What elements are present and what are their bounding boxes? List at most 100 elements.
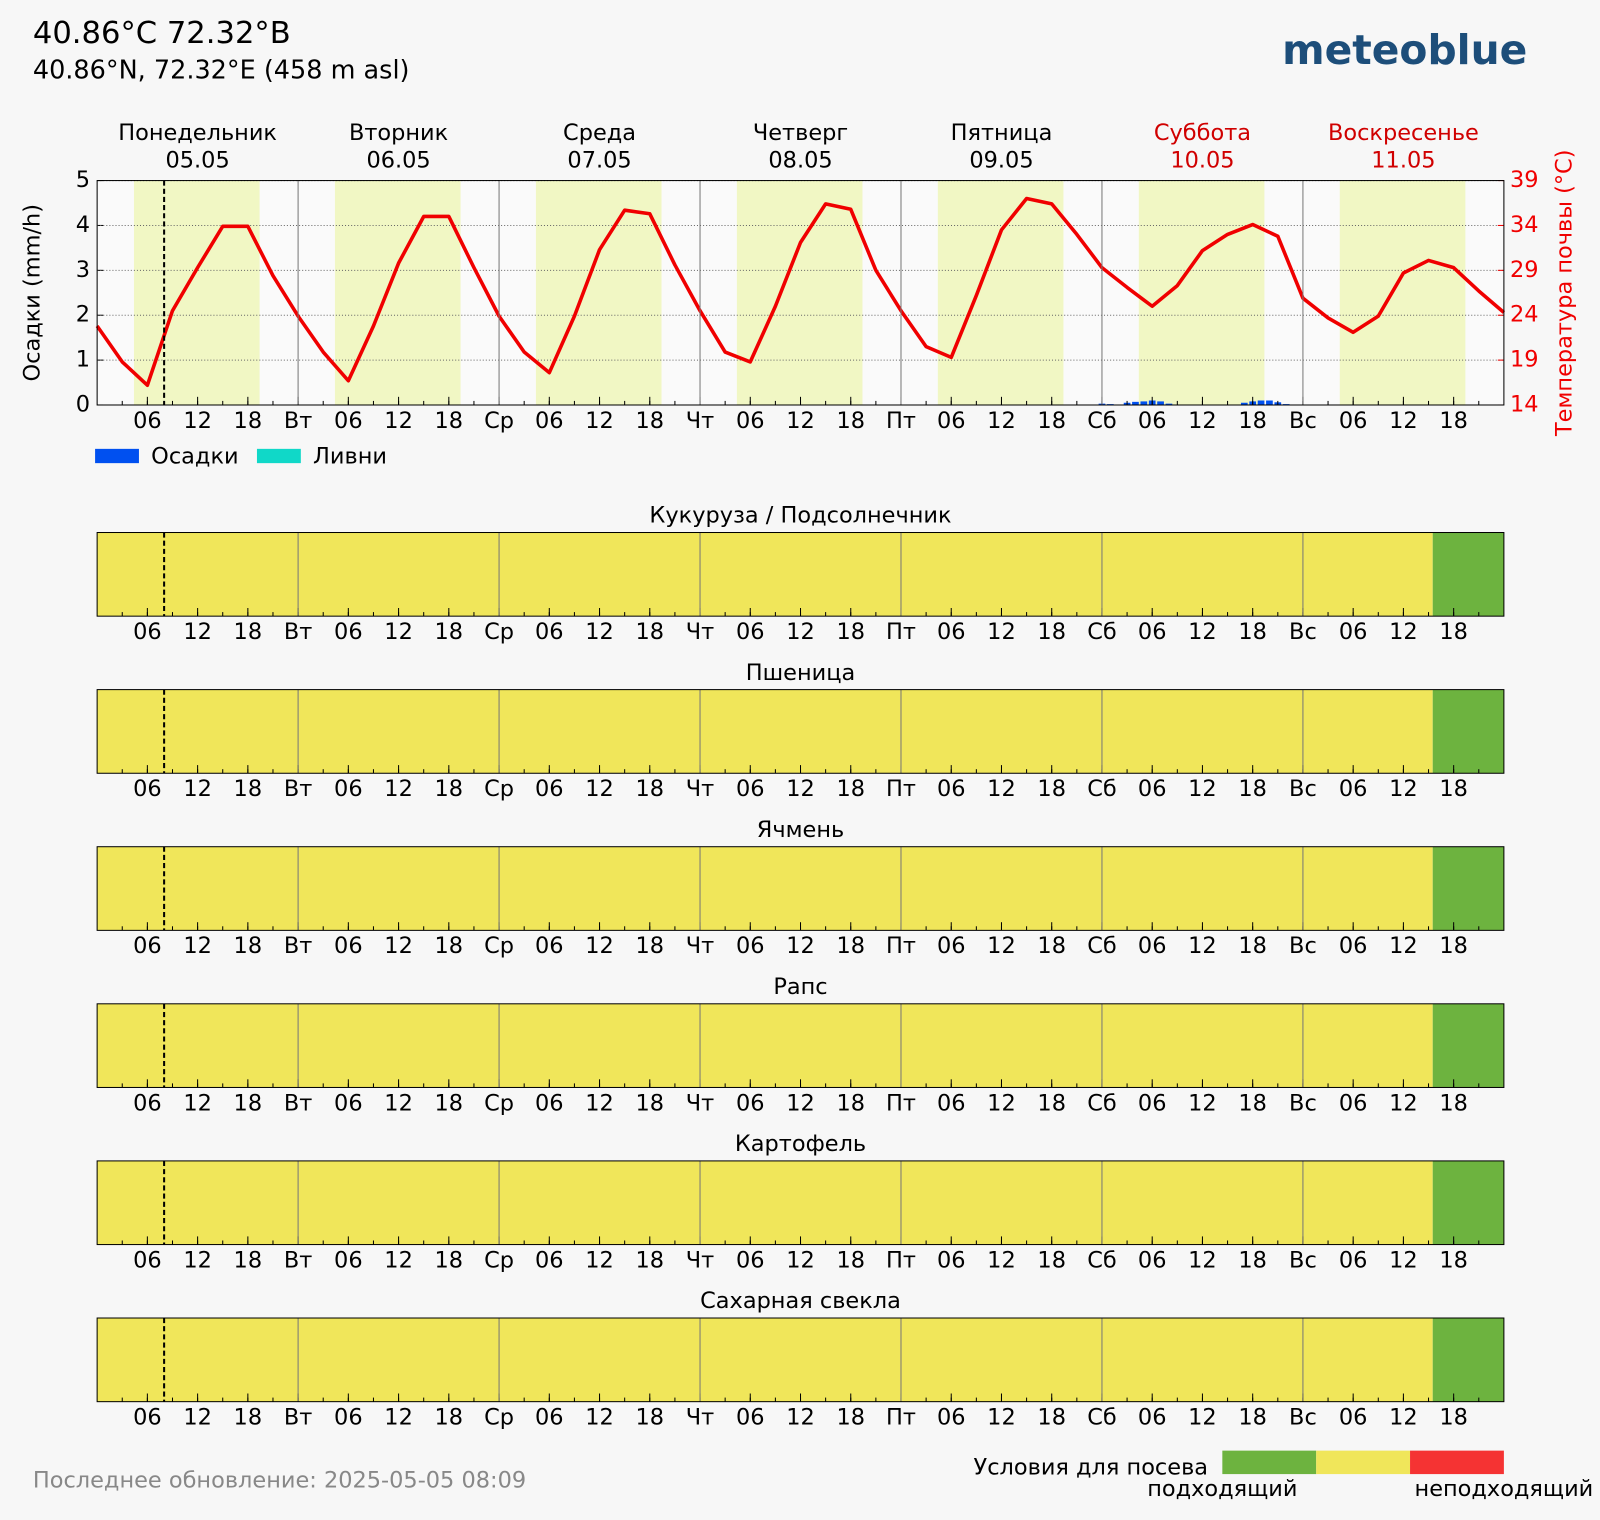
x-tick-label: 06 <box>133 933 162 959</box>
daylight-band <box>1339 180 1466 405</box>
x-tick-label: 18 <box>636 776 665 802</box>
x-tick-label: 18 <box>636 408 665 434</box>
day-date: 11.05 <box>1371 148 1435 174</box>
y2-tick-label: 14 <box>1510 391 1539 417</box>
legend-swatch <box>256 448 301 464</box>
x-tick-label: Вс <box>1289 1247 1317 1273</box>
x-tick-label: 18 <box>1238 776 1267 802</box>
day-date: 06.05 <box>366 148 430 174</box>
y2-tick-label: 39 <box>1510 167 1539 193</box>
x-tick-label: 06 <box>1138 408 1167 434</box>
x-tick-label: 18 <box>836 408 865 434</box>
x-tick-label: 06 <box>937 1404 966 1430</box>
x-tick-label: 12 <box>585 776 614 802</box>
x-tick-label: 18 <box>435 933 464 959</box>
x-tick-label: 06 <box>937 408 966 434</box>
legend-swatch <box>95 448 139 464</box>
x-tick-label: 06 <box>1339 619 1368 645</box>
x-tick-label: 18 <box>234 1247 263 1273</box>
x-tick-label: 12 <box>786 933 815 959</box>
x-tick-label: 06 <box>535 1404 564 1430</box>
x-tick-label: 12 <box>183 776 212 802</box>
x-tick-label: 18 <box>1037 1247 1066 1273</box>
x-tick-label: 06 <box>133 1247 162 1273</box>
frame <box>96 689 1505 774</box>
x-tick-label: Вс <box>1289 619 1317 645</box>
precip-bar <box>1140 401 1148 405</box>
x-tick-label: 18 <box>1037 1090 1066 1116</box>
x-tick-label: 06 <box>133 408 162 434</box>
x-tick-label: Вт <box>284 1404 312 1430</box>
sowing-legend-swatch <box>1222 1450 1317 1475</box>
crop-title: Кукуруза / Подсолнечник <box>649 503 951 529</box>
logo: meteoblue <box>1282 26 1527 74</box>
precip-bar <box>1132 401 1139 405</box>
x-tick-label: 12 <box>987 1247 1016 1273</box>
x-tick-label: 18 <box>1037 619 1066 645</box>
x-tick-label: Ср <box>484 1404 514 1430</box>
x-tick-label: Пт <box>886 1404 916 1430</box>
y-tick-label: 5 <box>76 167 90 193</box>
precip-bar <box>1157 401 1164 405</box>
x-tick-label: 06 <box>736 933 765 959</box>
precip-bar <box>1240 402 1248 405</box>
x-tick-label: 18 <box>1037 1404 1066 1430</box>
x-tick-label: 18 <box>1037 408 1066 434</box>
x-tick-label: Чт <box>686 1090 714 1116</box>
x-tick-label: Сб <box>1087 619 1117 645</box>
x-tick-label: Вт <box>284 933 312 959</box>
day-name: Среда <box>563 120 636 146</box>
x-tick-label: 06 <box>334 776 363 802</box>
x-tick-label: 06 <box>1339 1090 1368 1116</box>
x-tick-label: 06 <box>736 1090 765 1116</box>
frame <box>96 846 1505 931</box>
x-tick-label: 06 <box>334 1247 363 1273</box>
x-tick-label: 06 <box>937 933 966 959</box>
x-tick-label: 18 <box>1439 1404 1468 1430</box>
sowing-segment <box>97 1318 1433 1402</box>
x-tick-label: 18 <box>1238 1090 1267 1116</box>
x-tick-label: 18 <box>636 619 665 645</box>
x-tick-label: 06 <box>736 1404 765 1430</box>
sowing-legend-swatch <box>1316 1450 1411 1475</box>
x-tick-label: 18 <box>1439 776 1468 802</box>
x-tick-label: Чт <box>686 776 714 802</box>
sowing-legend-title: Условия для посева <box>974 1454 1209 1480</box>
x-tick-label: 06 <box>1339 933 1368 959</box>
x-tick-label: 12 <box>384 408 413 434</box>
x-tick-label: 18 <box>836 776 865 802</box>
y2-tick-label: 19 <box>1510 347 1539 373</box>
sowing-legend-label: неподходящий <box>1415 1476 1594 1502</box>
x-tick-label: 18 <box>435 619 464 645</box>
x-tick-label: 18 <box>435 408 464 434</box>
legend-label: Ливни <box>313 444 387 470</box>
x-tick-label: Вс <box>1289 1090 1317 1116</box>
x-tick-label: 12 <box>585 408 614 434</box>
x-tick-label: Пт <box>886 619 916 645</box>
x-tick-label: 06 <box>1339 1404 1368 1430</box>
x-tick-label: 06 <box>736 619 765 645</box>
x-tick-label: 12 <box>987 1404 1016 1430</box>
precip-bar <box>1266 400 1273 405</box>
x-tick-label: 12 <box>1188 933 1217 959</box>
legend-label: Осадки <box>151 444 238 470</box>
sowing-segment <box>97 689 1433 774</box>
y2-tick-label: 34 <box>1510 212 1539 238</box>
x-tick-label: Вт <box>284 1247 312 1273</box>
x-tick-label: Чт <box>686 1404 714 1430</box>
x-tick-label: Ср <box>484 408 514 434</box>
x-tick-label: 12 <box>987 776 1016 802</box>
x-tick-label: 12 <box>1188 776 1217 802</box>
sowing-segment <box>1432 1003 1504 1088</box>
frame <box>96 1317 1505 1403</box>
sowing-segment <box>1432 846 1504 931</box>
x-tick-label: 12 <box>1389 1404 1418 1430</box>
daylight-band <box>535 180 662 405</box>
day-name: Вторник <box>349 120 448 146</box>
x-tick-label: 12 <box>786 1247 815 1273</box>
x-tick-label: Чт <box>686 933 714 959</box>
x-tick-label: 06 <box>1339 1247 1368 1273</box>
x-tick-label: 18 <box>1238 1404 1267 1430</box>
x-tick-label: 06 <box>1138 1090 1167 1116</box>
sowing-segment <box>97 846 1433 931</box>
